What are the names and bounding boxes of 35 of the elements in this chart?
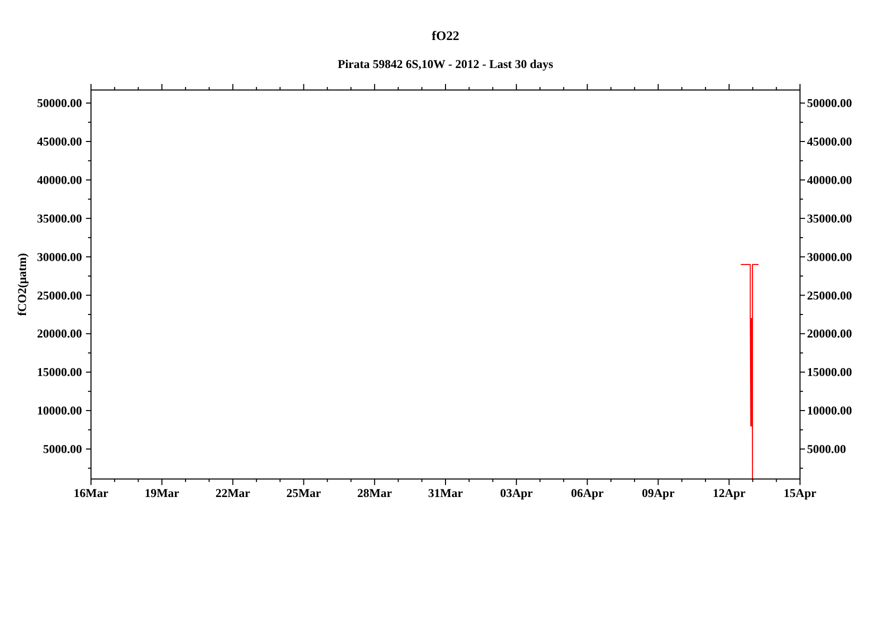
line-series [740, 264, 759, 479]
y-tick-label: 50000.00 [37, 96, 82, 110]
y-tick-label: 25000.00 [37, 288, 82, 302]
y2-tick-label: 15000.00 [807, 365, 852, 380]
x-tick-label: 06Apr [570, 486, 604, 500]
y2-tick-label: 20000.00 [807, 326, 852, 341]
y-axis-title: fCO2(μatm) [15, 253, 29, 316]
y2-tick-label: 10000.00 [807, 404, 852, 418]
x-tick-label: 31Mar [428, 486, 464, 500]
x-tick-label: 09Apr [642, 486, 676, 500]
y-tick-label: 10000.00 [37, 404, 82, 418]
y-tick-label: 45000.00 [37, 134, 82, 149]
y-tick-label: 30000.00 [37, 250, 82, 264]
x-tick-label: 28Mar [357, 486, 393, 500]
y2-tick-label: 30000.00 [807, 250, 852, 264]
y-tick-label: 40000.00 [37, 172, 82, 187]
chart-title: fO22 [432, 28, 460, 43]
y-tick-label: 5000.00 [43, 442, 82, 456]
chart-subtitle: Pirata 59842 6S,10W - 2012 - Last 30 days [338, 57, 554, 71]
x-tick-label: 22Mar [215, 486, 251, 500]
y2-tick-label: 35000.00 [807, 211, 852, 226]
y-tick-label: 35000.00 [37, 211, 82, 226]
x-tick-label: 19Mar [144, 486, 180, 500]
y-tick-label: 20000.00 [37, 326, 82, 341]
y-tick-label: 15000.00 [37, 365, 82, 380]
x-tick-label: 16Mar [74, 486, 109, 500]
y2-tick-label: 25000.00 [807, 288, 852, 302]
x-tick-label: 12Apr [712, 486, 746, 500]
x-tick-label: 03Apr [500, 486, 534, 500]
y2-tick-label: 5000.00 [807, 442, 846, 456]
y2-tick-label: 50000.00 [807, 96, 852, 110]
x-tick-label: 15Apr [784, 486, 818, 500]
y2-tick-label: 40000.00 [807, 172, 852, 187]
y2-tick-label: 45000.00 [807, 134, 852, 149]
x-tick-label: 25Mar [286, 486, 322, 500]
